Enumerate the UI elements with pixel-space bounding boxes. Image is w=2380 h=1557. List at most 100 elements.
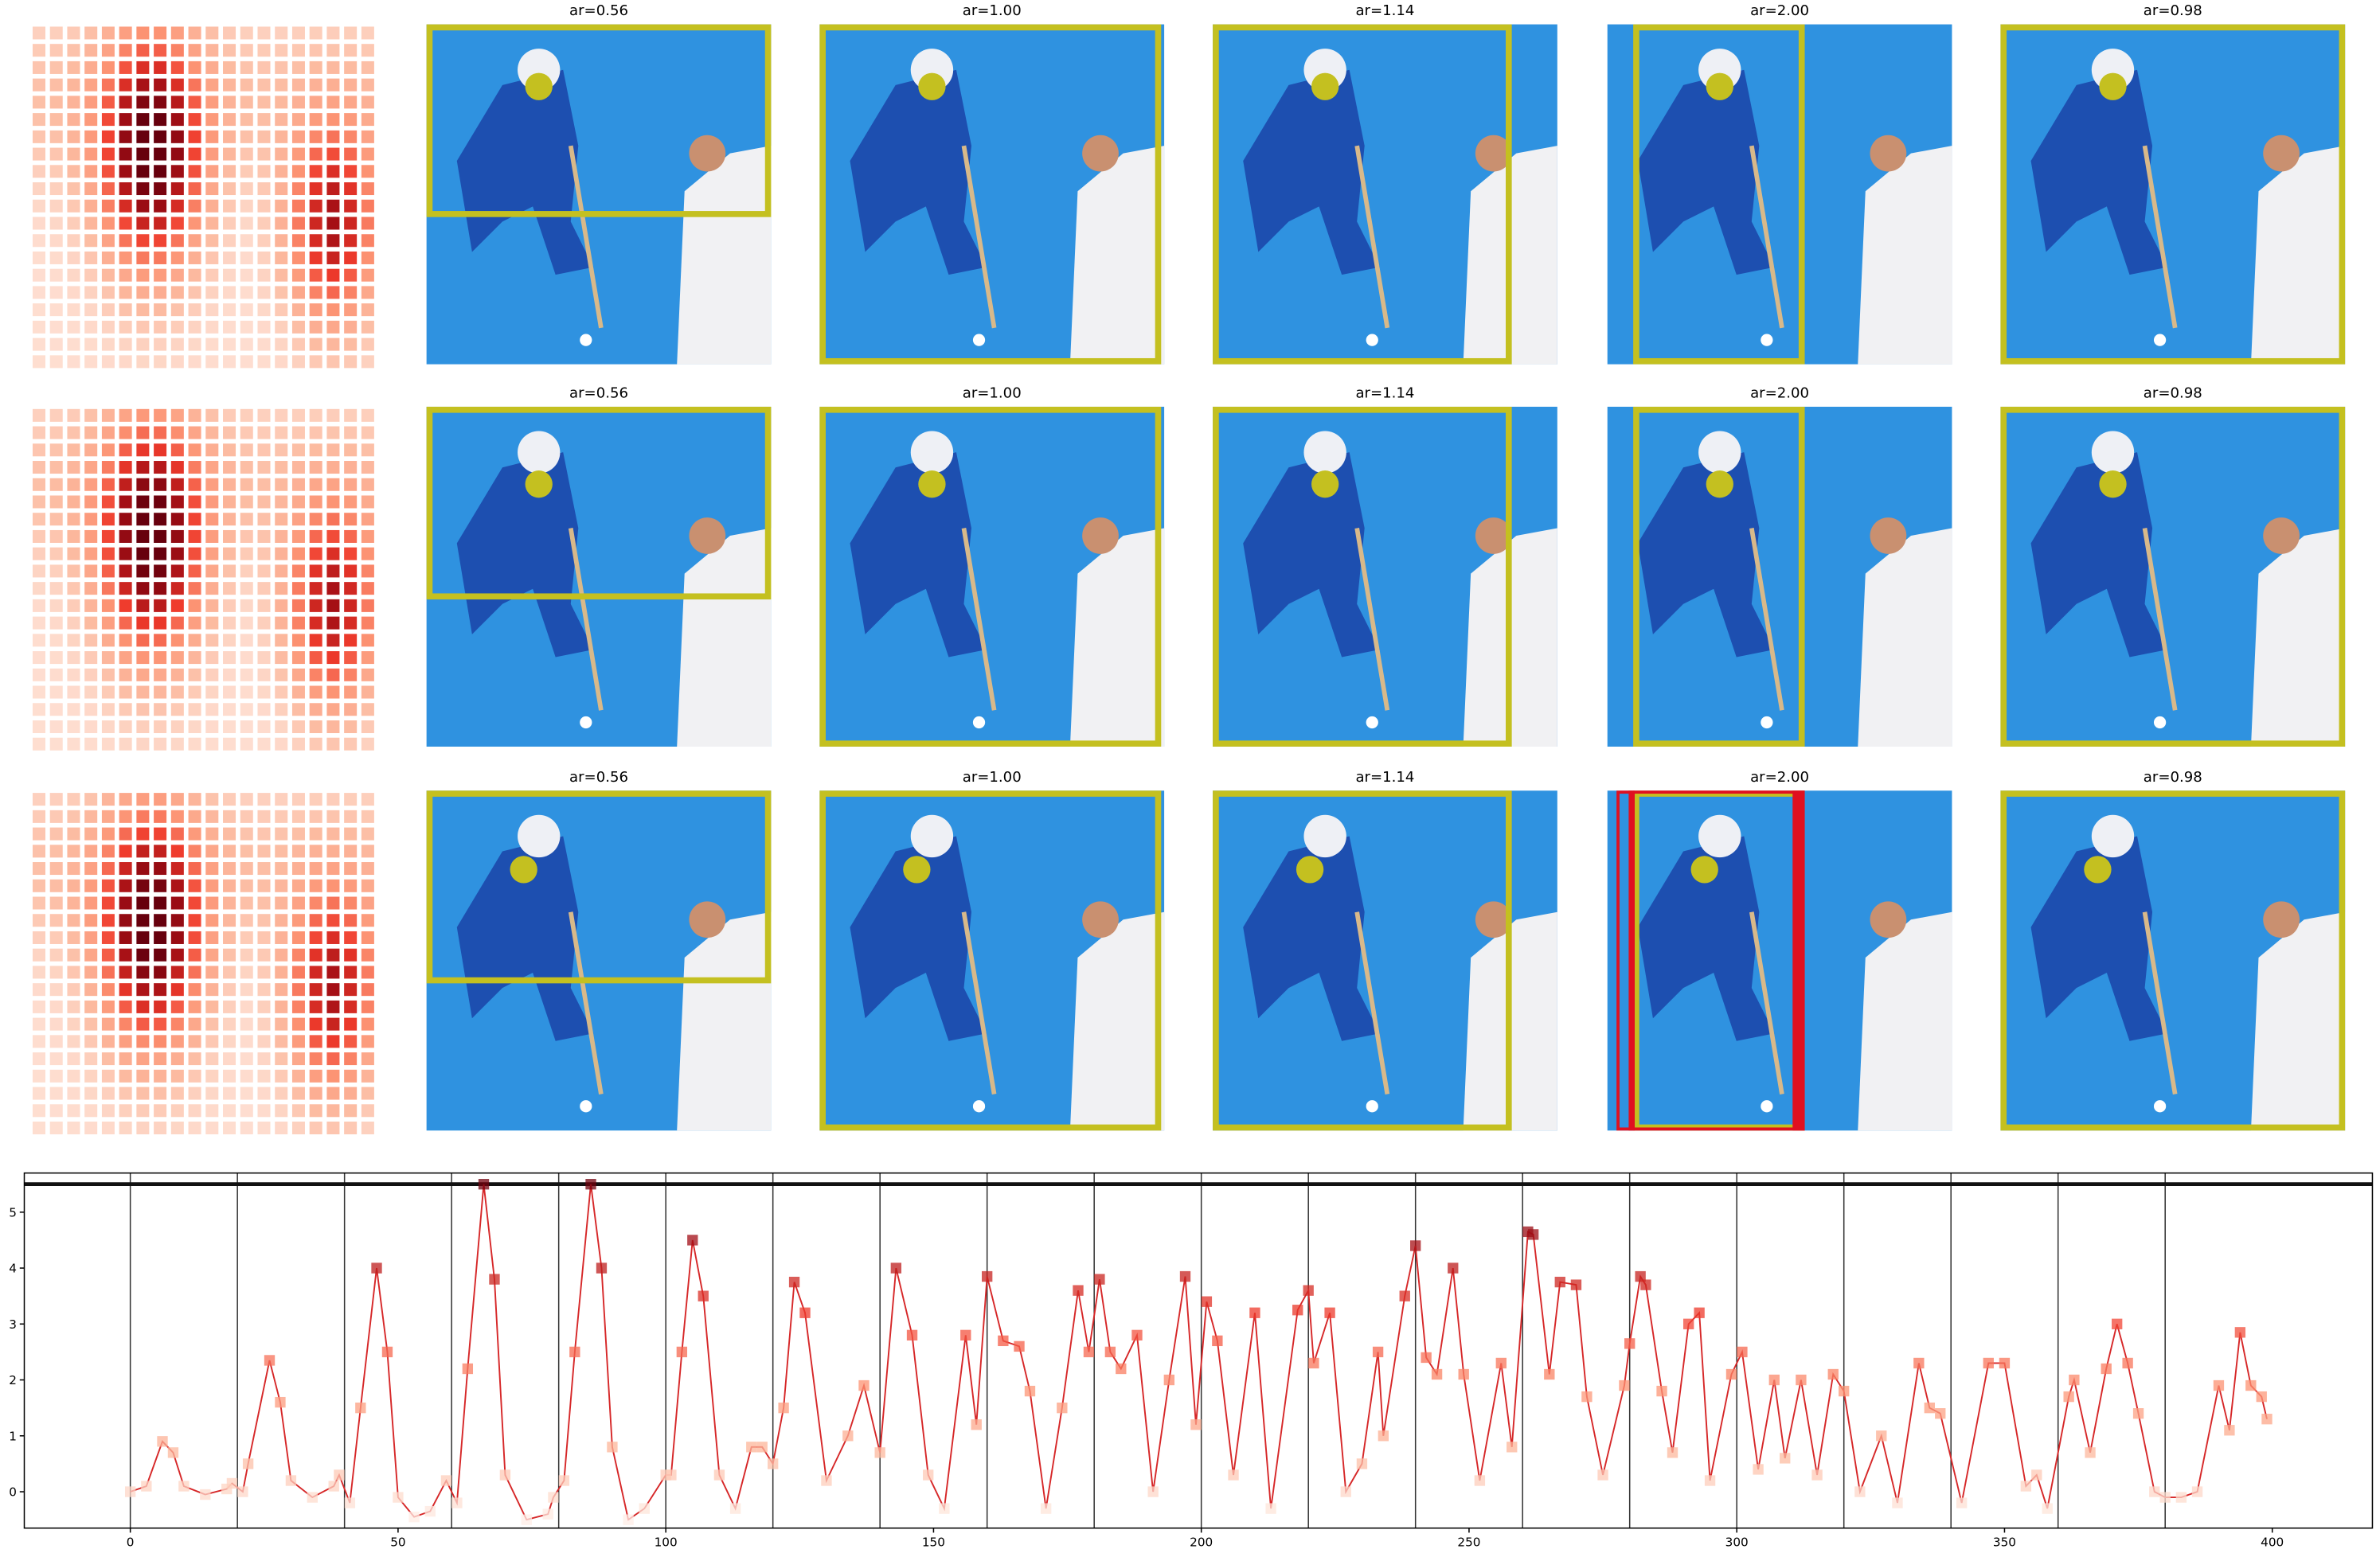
heatmap-cell	[67, 879, 80, 892]
heatmap-cell	[257, 685, 271, 699]
heatmap-cell	[154, 234, 167, 248]
heatmap-cell	[275, 634, 288, 647]
heatmap-cell	[84, 1000, 98, 1013]
heatmap-cell	[291, 1035, 305, 1048]
heatmap-cell	[257, 914, 271, 927]
heatmap-cell	[291, 234, 305, 248]
center-dot	[1706, 470, 1733, 498]
player-blue	[850, 69, 987, 275]
heatmap-cell	[154, 1087, 167, 1100]
heatmap-cell	[223, 443, 236, 457]
heatmap-cell	[119, 634, 132, 647]
heatmap-cell	[101, 443, 115, 457]
heatmap-cell	[188, 634, 201, 647]
heatmap-cell	[275, 879, 288, 892]
heatmap-cell	[275, 513, 288, 526]
heatmap-cell	[32, 165, 45, 178]
heatmap-cell	[32, 668, 45, 681]
marker	[328, 1481, 339, 1492]
image-panel: ar=2.00	[1607, 2, 1952, 365]
heatmap-cell	[344, 793, 358, 806]
heatmap-cell	[136, 320, 150, 334]
marker	[167, 1447, 179, 1458]
heatmap-cell	[67, 60, 80, 74]
heatmap-cell	[223, 1104, 236, 1118]
heatmap-cell	[291, 478, 305, 491]
crop-box	[2000, 790, 2346, 1131]
heatmap-cell	[84, 685, 98, 699]
heatmap-cell	[223, 113, 236, 127]
heatmap-cell	[240, 983, 253, 997]
heatmap-cell	[119, 896, 132, 910]
marker	[462, 1363, 474, 1375]
heatmap-cell	[223, 44, 236, 57]
marker	[344, 1497, 356, 1508]
heatmap-cell	[344, 182, 358, 196]
heatmap-cell	[344, 426, 358, 439]
heatmap-cell	[240, 685, 253, 699]
heatmap-cell	[49, 1035, 63, 1048]
heatmap-cell	[136, 827, 150, 841]
heatmap-cell	[101, 303, 115, 317]
ball	[1366, 716, 1378, 729]
heatmap-cell	[136, 1087, 150, 1100]
heatmap-cell	[275, 668, 288, 681]
heatmap-cell	[32, 983, 45, 997]
heatmap-cell	[188, 668, 201, 681]
heatmap-cell	[101, 914, 115, 927]
heatmap-cell	[154, 199, 167, 213]
x-tick-label: 400	[2261, 1536, 2284, 1550]
player-head-2	[1475, 135, 1512, 172]
heatmap-cell	[205, 599, 219, 612]
heatmap-cell	[223, 1087, 236, 1100]
heatmap-cell	[170, 599, 184, 612]
heatmap-cell	[240, 182, 253, 196]
heatmap-cell	[49, 147, 63, 161]
heatmap-cell	[309, 513, 322, 526]
player-blue	[850, 836, 987, 1041]
heatmap-cell	[309, 443, 322, 457]
marker	[558, 1475, 570, 1486]
heatmap-cell	[67, 443, 80, 457]
crop-box	[1213, 406, 1512, 747]
heatmap-cell	[291, 1000, 305, 1013]
heatmap-cell	[223, 338, 236, 351]
heatmap-cell	[344, 948, 358, 962]
heatmap-cell	[154, 320, 167, 334]
heatmap-cell	[344, 966, 358, 979]
center-dot	[510, 856, 537, 884]
heatmap-cell	[291, 1122, 305, 1135]
heatmap-cell	[49, 1000, 63, 1013]
heatmap-cell	[136, 651, 150, 665]
heatmap-cell	[49, 165, 63, 178]
heatmap-cell	[291, 26, 305, 40]
crop-box	[426, 406, 772, 600]
marker	[676, 1346, 688, 1358]
player-head-2	[2263, 135, 2300, 172]
marker	[1014, 1340, 1025, 1352]
heatmap-cell	[154, 599, 167, 612]
player-head-2	[1870, 517, 1907, 554]
heatmap-cell	[154, 355, 167, 369]
player-white	[2250, 146, 2346, 365]
heatmap-cell	[205, 338, 219, 351]
heatmap-cell	[154, 268, 167, 282]
heatmap-cell	[326, 113, 340, 127]
heatmap-cell	[205, 461, 219, 474]
heatmap-cell	[223, 461, 236, 474]
marker	[307, 1492, 318, 1503]
heatmap-cell	[291, 78, 305, 92]
heatmap-cell	[170, 96, 184, 109]
heatmap-cell	[240, 251, 253, 264]
heatmap-cell	[223, 268, 236, 282]
heatmap-cell	[49, 1069, 63, 1083]
heatmap-cell	[205, 1052, 219, 1066]
marker	[1399, 1290, 1410, 1301]
marker	[1190, 1419, 1202, 1430]
heatmap-cell	[291, 896, 305, 910]
crop-box	[426, 790, 772, 984]
heatmap-cell	[291, 286, 305, 299]
heatmap-cell	[291, 845, 305, 858]
heatmap-cell	[205, 113, 219, 127]
heatmap-cell	[309, 879, 322, 892]
